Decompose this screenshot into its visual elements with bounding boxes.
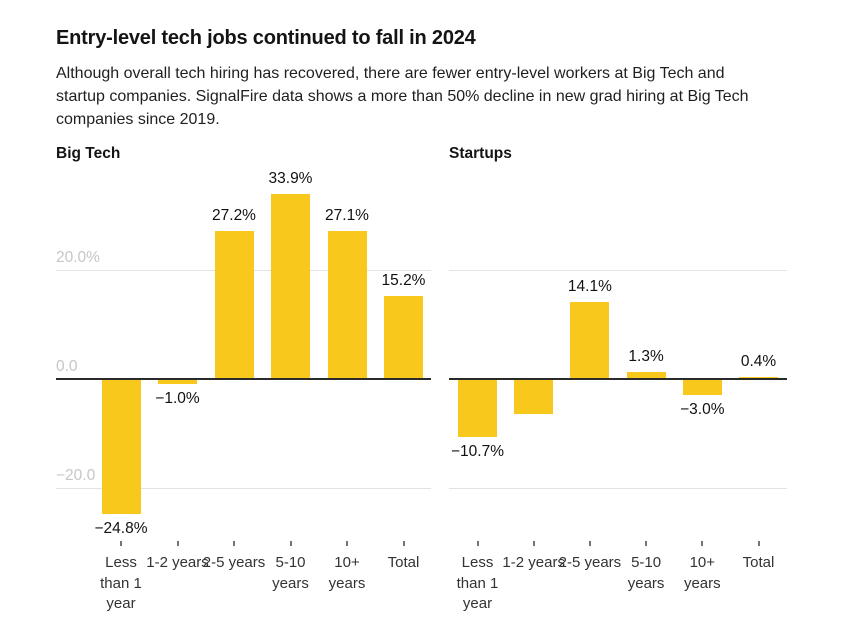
bar-5-10-years xyxy=(626,371,666,379)
chart-startups: Startups −10.7% Less than 1 year 1-2 years… xyxy=(449,145,787,637)
plot-area-big-tech: 20.0% 0.0 −20.0 −24.8% Less than 1 year −1.0%… xyxy=(56,165,431,637)
value-label: 27.2% xyxy=(212,206,256,224)
x-axis-tick xyxy=(120,541,122,546)
x-axis-tick xyxy=(645,541,648,546)
category-label: 1-2 years xyxy=(502,554,565,571)
y-axis-label: 20.0% xyxy=(56,249,100,266)
bar-2-5-years xyxy=(570,302,610,379)
bar-less-than-1-year xyxy=(458,379,497,438)
gridline xyxy=(56,487,431,489)
value-label: 27.1% xyxy=(325,207,369,225)
bar-10+-years xyxy=(327,231,367,379)
gridline xyxy=(449,269,787,271)
category-label: 5-10 years xyxy=(272,554,309,592)
x-axis-tick xyxy=(233,541,235,546)
category-label: 5-10 years xyxy=(627,554,665,592)
x-axis-tick xyxy=(346,541,348,546)
category-label: 2-5 years xyxy=(558,554,622,571)
page-title: Entry-level tech jobs continued to fall … xyxy=(56,27,476,49)
x-axis-tick xyxy=(588,541,591,546)
value-label: 15.2% xyxy=(381,272,426,290)
category-label: Total xyxy=(387,554,420,571)
zero-baseline xyxy=(449,378,787,380)
category-label: 10+ years xyxy=(328,554,366,592)
category-label: 1-2 years xyxy=(146,554,209,571)
value-label: 14.1% xyxy=(567,278,612,296)
chart-big-tech: Big Tech 20.0% 0.0 −20.0 −24.8% Less than 1 … xyxy=(56,145,431,637)
x-axis-tick xyxy=(532,541,535,546)
bar-1-2-years xyxy=(158,379,197,385)
value-label: 33.9% xyxy=(268,170,313,188)
category-label: Less than 1 year xyxy=(100,554,142,612)
x-axis-tick xyxy=(476,541,479,546)
x-axis-tick xyxy=(176,541,179,546)
category-label: 10+ years xyxy=(683,554,721,592)
bar-5-10-years xyxy=(271,194,310,379)
x-axis-tick xyxy=(701,541,704,546)
category-label: Less than 1 year xyxy=(456,554,499,612)
category-label: Total xyxy=(742,554,775,571)
bar-1-2-years xyxy=(514,379,554,414)
bar-less-than-1-year xyxy=(101,379,141,515)
x-axis-tick xyxy=(289,541,292,546)
plot-area-startups: −10.7% Less than 1 year 1-2 years 14.1% 2-5 … xyxy=(449,165,787,637)
value-label: −10.7% xyxy=(450,443,504,461)
y-axis-label: −20.0 xyxy=(56,467,96,484)
value-label: 0.4% xyxy=(740,352,777,370)
bar-total xyxy=(384,296,423,379)
value-label: 1.3% xyxy=(628,347,664,365)
page-subtitle: Although overall tech hiring has recover… xyxy=(56,65,749,128)
chart-title-big-tech: Big Tech xyxy=(56,145,121,162)
category-label: 2-5 years xyxy=(202,554,266,571)
value-label: −24.8% xyxy=(94,520,148,538)
gridline xyxy=(449,487,787,489)
y-axis-label: 0.0 xyxy=(56,358,78,375)
zero-baseline xyxy=(56,378,431,380)
x-axis-tick xyxy=(757,541,760,546)
value-label: −1.0% xyxy=(155,390,200,408)
value-label: −3.0% xyxy=(680,401,725,419)
bar-10+-years xyxy=(682,379,722,396)
bar-2-5-years xyxy=(214,230,254,379)
bar-total xyxy=(739,376,778,379)
chart-title-startups: Startups xyxy=(449,145,512,162)
x-axis-tick xyxy=(402,541,405,546)
